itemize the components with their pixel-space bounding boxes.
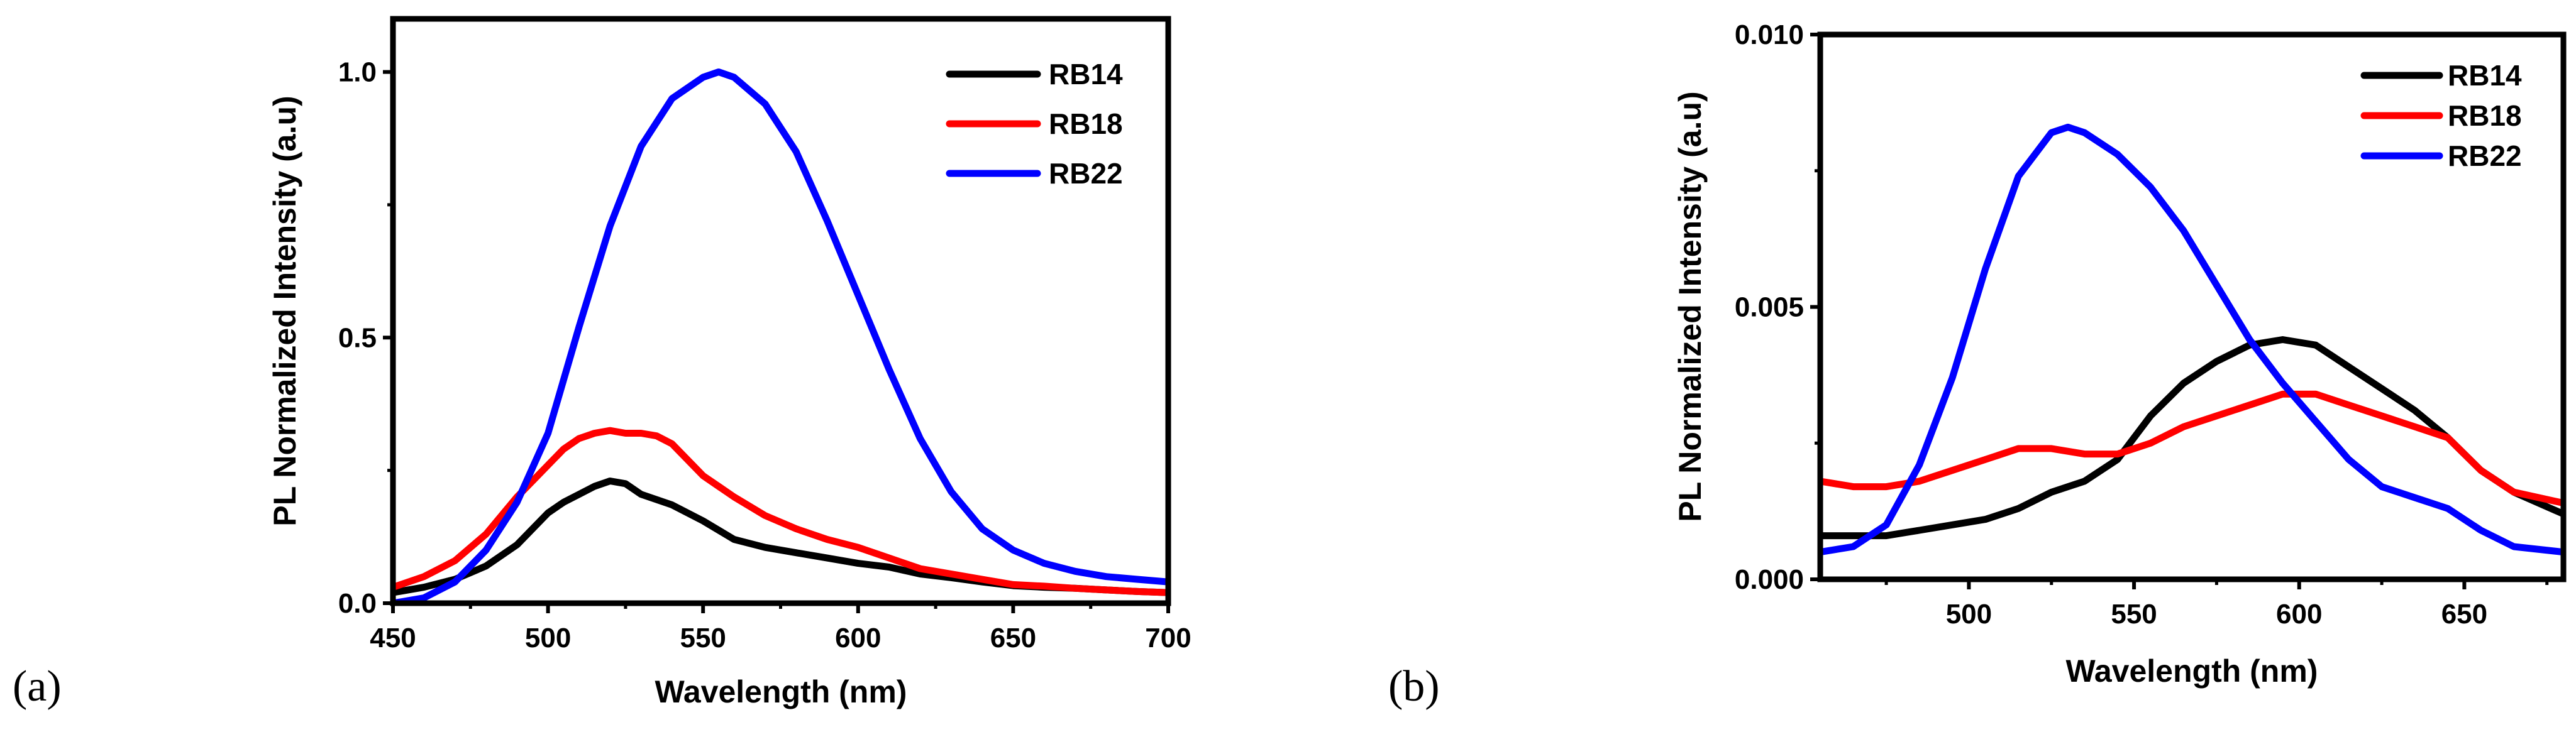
- legend-label-rb22: RB22: [1049, 157, 1123, 190]
- y-tick-label: 0.5: [338, 322, 377, 353]
- x-tick-label: 450: [370, 623, 416, 653]
- y-tick-label: 1.0: [338, 57, 377, 88]
- series-line-rb18: [393, 427, 1168, 596]
- series-line-rb14: [1820, 336, 2563, 540]
- panel-label: (b): [1388, 662, 1440, 711]
- y-tick-label: 0.005: [1735, 292, 1804, 323]
- legend-label-rb18: RB18: [2448, 99, 2522, 132]
- x-tick-label: 500: [1946, 599, 1992, 630]
- series-line-rb22: [393, 68, 1168, 603]
- panel-label: (a): [13, 662, 62, 711]
- series-line-rb14: [393, 478, 1168, 596]
- series-line-rb18: [1820, 390, 2563, 507]
- y-axis-title: PL Normalized Intensity (a.u): [1672, 91, 1708, 522]
- y-tick-label: 0.010: [1735, 19, 1804, 50]
- x-tick-label: 600: [835, 623, 881, 653]
- legend-label-rb14: RB14: [2448, 59, 2522, 92]
- x-axis-title: Wavelength (nm): [655, 674, 907, 709]
- legend-label-rb14: RB14: [1049, 58, 1123, 90]
- legend: RB14 RB18 RB22: [2360, 59, 2522, 172]
- x-tick-label: 500: [525, 623, 571, 653]
- x-tick-label: 600: [2276, 599, 2322, 630]
- y-tick-label: 0.000: [1735, 564, 1804, 595]
- x-tick-label: 550: [680, 623, 726, 653]
- legend: RB14 RB18 RB22: [946, 58, 1123, 190]
- legend-label-rb22: RB22: [2448, 139, 2522, 172]
- x-tick-label: 650: [2441, 599, 2487, 630]
- x-tick-label: 700: [1145, 623, 1191, 653]
- chart-panel-b: 500 550 600 650 0.000 0.005 0.010 Wavelength (n…: [1388, 19, 2567, 711]
- x-axis-title: Wavelength (nm): [2066, 653, 2318, 689]
- chart-panel-a: 450 500 550 600 650 700 0.0 0.5 1.0 Wavelength (n…: [13, 16, 1191, 711]
- y-tick-label: 0.0: [338, 588, 377, 619]
- legend-label-rb18: RB18: [1049, 107, 1123, 140]
- y-axis-title: PL Normalized Intensity (a.u): [267, 96, 302, 526]
- x-tick-label: 650: [990, 623, 1036, 653]
- series-line-rb22: [1820, 123, 2563, 556]
- x-tick-label: 550: [2111, 599, 2157, 630]
